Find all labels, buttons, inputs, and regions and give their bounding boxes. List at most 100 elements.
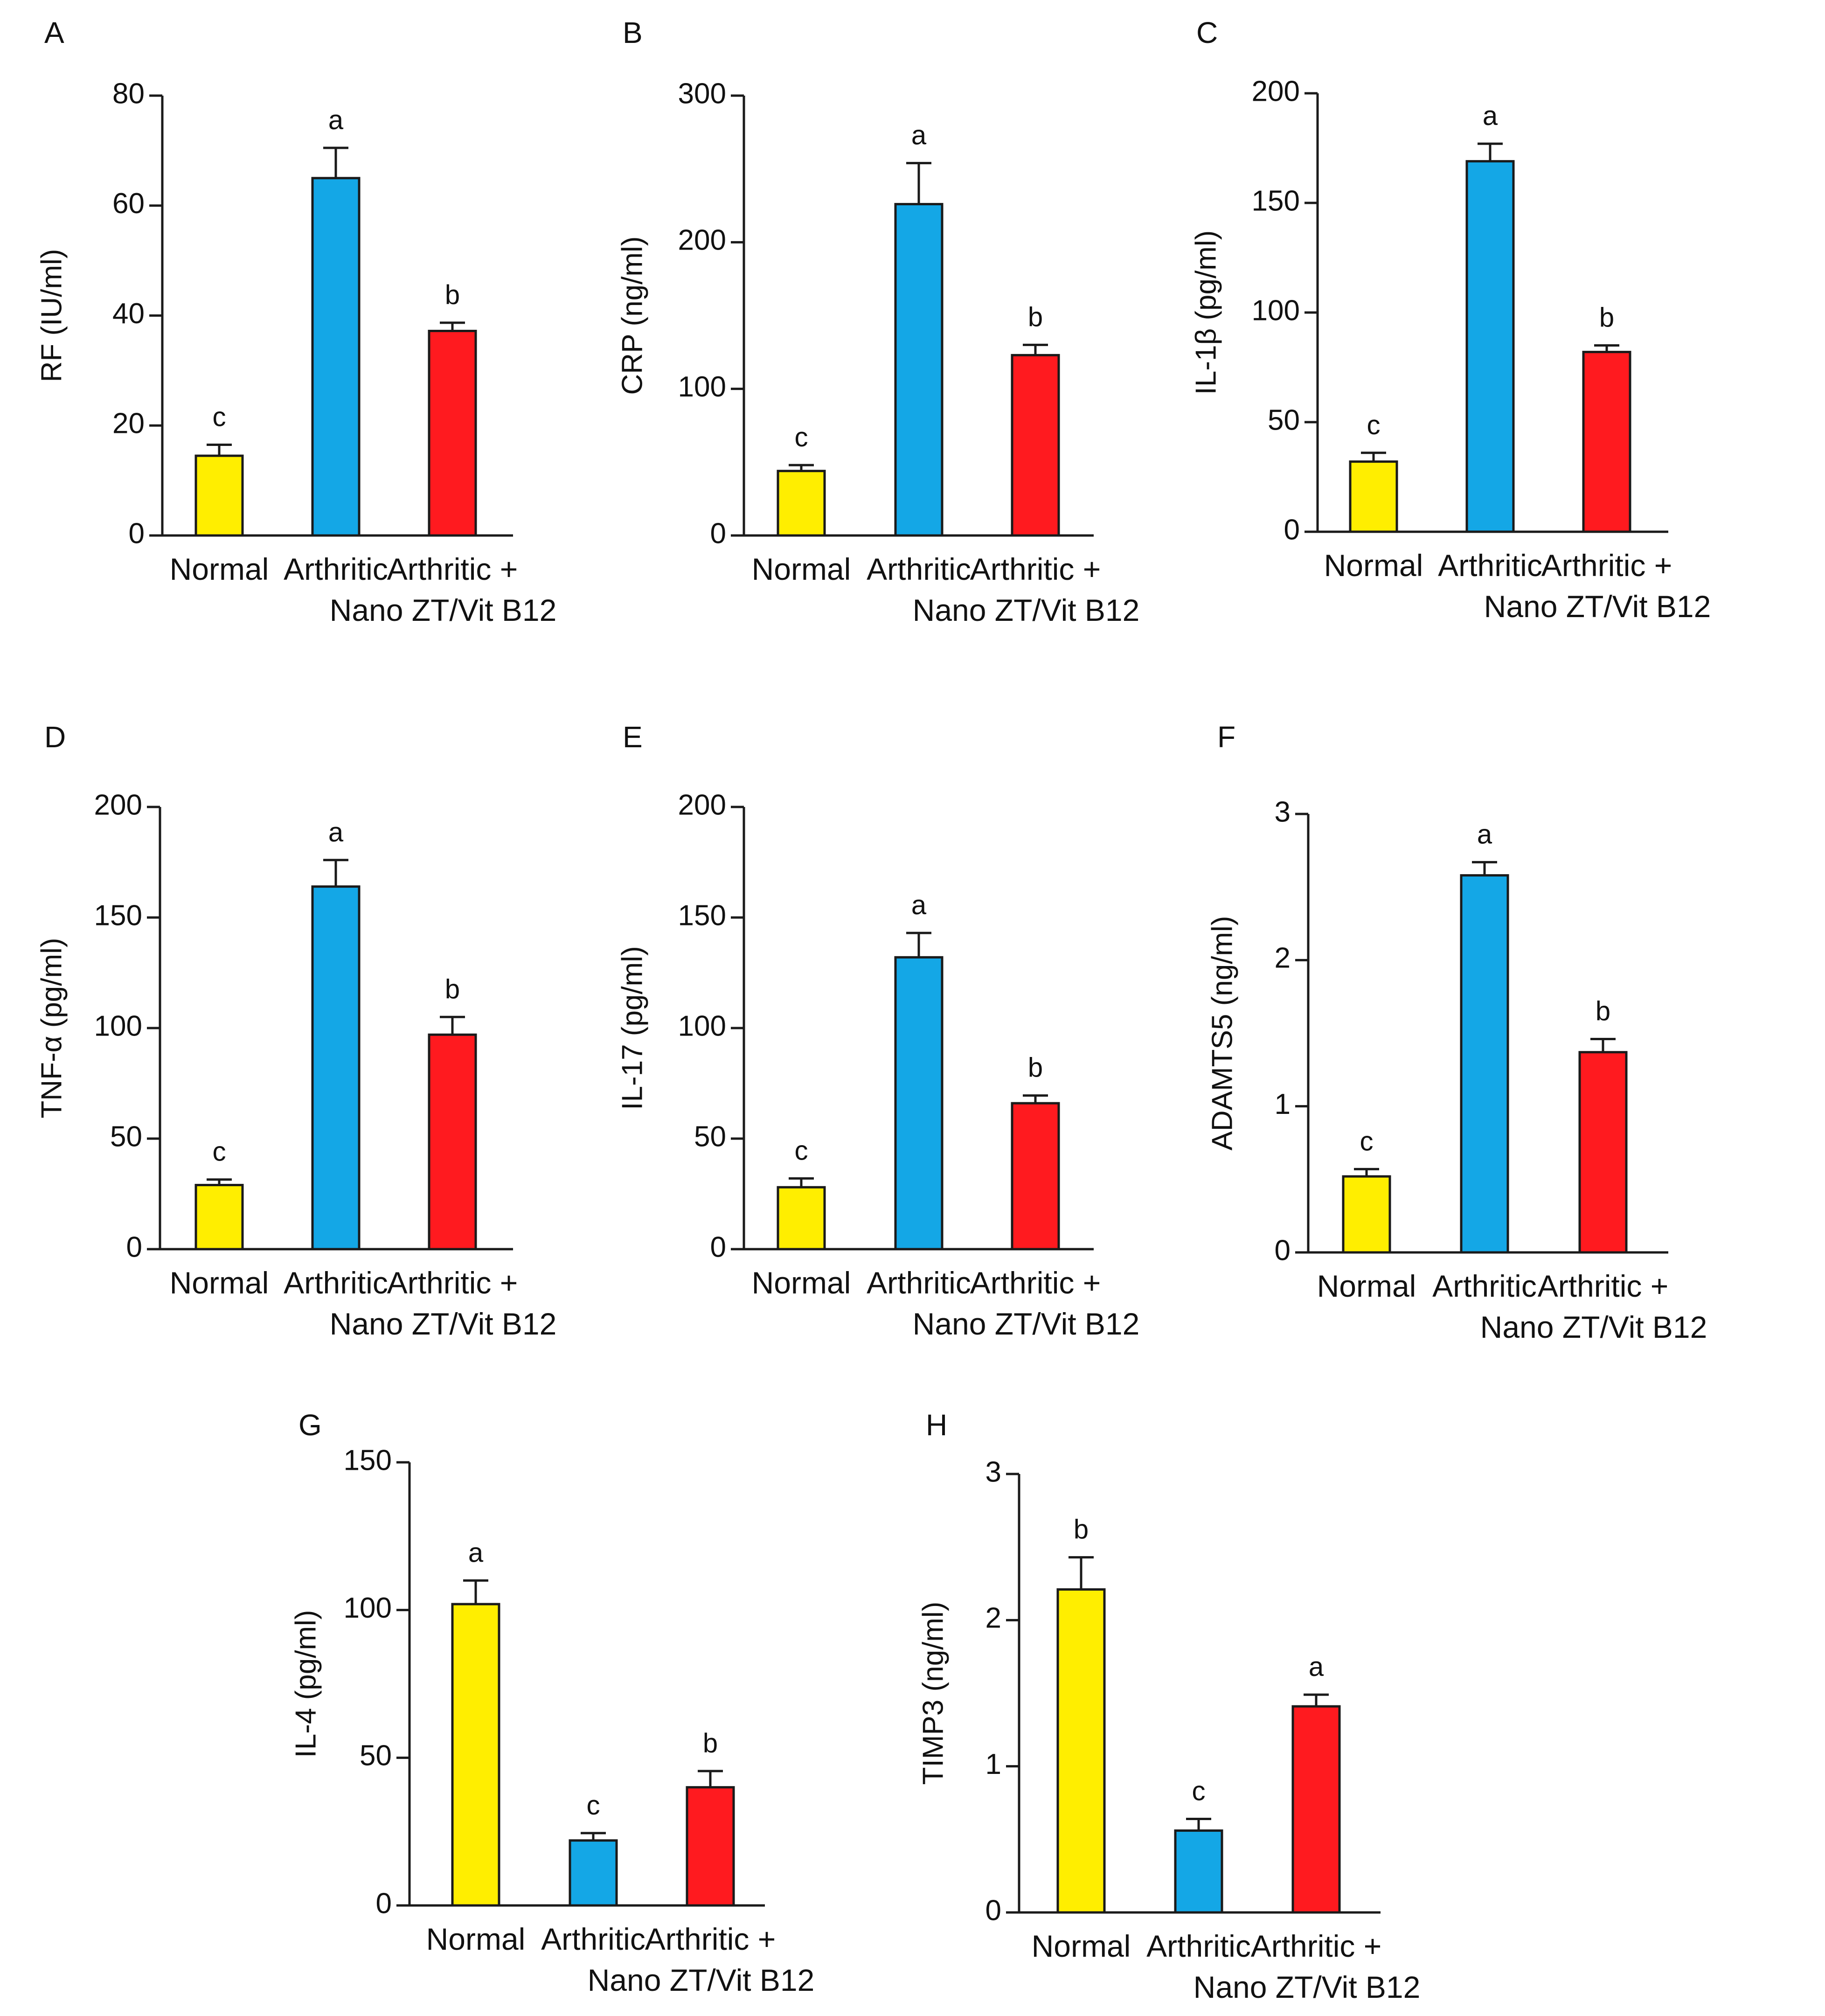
panel-letter: F	[1217, 720, 1235, 754]
significance-label: c	[1360, 1126, 1374, 1156]
y-axis-label: ADAMTS5 (ng/ml)	[1206, 916, 1238, 1151]
bar-arthritic	[894, 203, 944, 537]
significance-label: a	[1309, 1652, 1324, 1682]
bar-normal	[451, 1603, 500, 1907]
y-tick-label: 100	[94, 1010, 142, 1042]
x-category-label: Arthritic	[1432, 1269, 1537, 1303]
y-tick-label: 0	[985, 1894, 1001, 1926]
x-category-label: Nano ZT/Vit B12	[330, 593, 557, 627]
y-tick-label: 20	[112, 408, 145, 440]
y-tick-label: 200	[678, 789, 726, 821]
panel-d: D TNF-α (pg/ml) 0 50 100 150 200 c a b Normal Arthr…	[35, 720, 556, 1341]
bar-treated	[1291, 1705, 1341, 1914]
panel-letter: C	[1196, 16, 1218, 49]
y-tick-label: 0	[710, 1231, 726, 1263]
significance-label: c	[213, 1137, 226, 1167]
y-axis-label: IL-17 (pg/ml)	[616, 946, 648, 1110]
x-category-label: Normal	[426, 1922, 526, 1956]
bar-arthritic	[1460, 874, 1509, 1254]
panel-letter: A	[44, 16, 64, 49]
y-axis-label: CRP (ng/ml)	[616, 236, 648, 395]
y-tick-label: 100	[344, 1592, 392, 1624]
x-category-label: Arthritic +	[387, 552, 518, 586]
significance-label: c	[213, 402, 226, 432]
x-category-label: Normal	[170, 552, 269, 586]
x-category-label: Arthritic	[1438, 548, 1542, 583]
significance-label: b	[703, 1728, 718, 1759]
x-category-label: Nano ZT/Vit B12	[1484, 589, 1711, 624]
x-category-label: Arthritic +	[970, 1265, 1101, 1300]
bar-treated	[1011, 1102, 1060, 1251]
x-category-label: Arthritic +	[1251, 1929, 1382, 1963]
significance-label: b	[445, 974, 460, 1004]
bar-normal	[777, 1186, 826, 1251]
y-tick-label: 80	[112, 77, 145, 110]
x-category-label: Arthritic +	[387, 1265, 518, 1300]
y-tick-label: 100	[678, 371, 726, 403]
bar-arthritic	[1465, 160, 1515, 533]
panel-e: E IL-17 (pg/ml) 0 50 100 150 200 c a b Normal Arthr…	[616, 720, 1139, 1341]
x-category-label: Arthritic	[1146, 1929, 1251, 1963]
y-tick-label: 2	[985, 1602, 1001, 1634]
significance-label: a	[1477, 819, 1492, 849]
x-category-label: Nano ZT/Vit B12	[913, 593, 1140, 627]
panel-letter: G	[298, 1408, 322, 1442]
y-tick-label: 50	[110, 1120, 142, 1153]
panel-letter: D	[44, 720, 66, 754]
significance-label: c	[795, 1135, 808, 1166]
panel-f: F ADAMTS5 (ng/ml) 0 1 2 3 c a b Normal Arthritic Ar…	[1206, 720, 1707, 1344]
y-tick-label: 0	[376, 1887, 392, 1919]
y-tick-label: 200	[94, 789, 142, 821]
x-category-label: Arthritic +	[645, 1922, 776, 1956]
y-tick-label: 0	[129, 517, 145, 549]
significance-label: c	[1367, 410, 1381, 440]
x-category-label: Normal	[1317, 1269, 1416, 1303]
y-tick-label: 0	[1284, 514, 1300, 546]
bar-normal	[777, 470, 826, 537]
y-tick-label: 100	[678, 1010, 726, 1042]
y-tick-label: 150	[1252, 185, 1300, 217]
bar-normal	[1056, 1588, 1106, 1914]
x-category-label: Arthritic +	[970, 552, 1101, 586]
significance-label: a	[468, 1537, 484, 1568]
bar-treated	[1578, 1051, 1628, 1254]
y-tick-label: 0	[710, 517, 726, 549]
y-tick-label: 50	[1268, 404, 1300, 436]
y-tick-label: 1	[985, 1748, 1001, 1780]
significance-label: c	[795, 422, 808, 452]
panel-letter: E	[623, 720, 643, 754]
bar-treated	[428, 1033, 477, 1251]
significance-label: a	[328, 817, 344, 848]
panel-letter: B	[623, 16, 643, 49]
bar-normal	[194, 1184, 244, 1251]
x-category-label: Arthritic	[284, 552, 388, 586]
y-axis-label: IL-4 (pg/ml)	[290, 1610, 322, 1758]
x-category-label: Nano ZT/Vit B12	[330, 1307, 557, 1341]
significance-label: c	[1192, 1776, 1206, 1806]
y-tick-label: 3	[985, 1456, 1001, 1488]
significance-label: c	[587, 1790, 600, 1821]
x-category-label: Normal	[752, 1265, 851, 1300]
panel-b: B CRP (ng/ml) 0 100 200 300 c a b Normal Arthritic…	[616, 16, 1139, 627]
y-tick-label: 50	[694, 1120, 726, 1153]
bar-arthritic	[311, 177, 361, 537]
y-tick-label: 150	[344, 1444, 392, 1476]
y-tick-label: 3	[1275, 796, 1291, 828]
x-category-label: Nano ZT/Vit B12	[1480, 1310, 1707, 1344]
x-category-label: Normal	[1032, 1929, 1131, 1963]
y-tick-label: 60	[112, 188, 145, 220]
x-category-label: Arthritic	[284, 1265, 388, 1300]
bar-treated	[686, 1786, 735, 1907]
bar-arthritic	[311, 885, 361, 1251]
y-axis-label: IL-1β (pg/ml)	[1190, 230, 1222, 395]
bar-normal	[1349, 460, 1398, 533]
y-tick-label: 0	[126, 1231, 142, 1263]
bar-treated	[1011, 354, 1060, 537]
bar-treated	[1582, 351, 1631, 533]
significance-label: b	[1596, 996, 1610, 1027]
x-category-label: Nano ZT/Vit B12	[1194, 1970, 1421, 2004]
y-tick-label: 0	[1275, 1234, 1291, 1266]
panel-c: C IL-1β (pg/ml) 0 50 100 150 200 c a b Normal Arthr…	[1190, 16, 1711, 624]
panel-a: A RF (IU/ml) 0 20 40 60 80 c a b Normal ArthriticAr…	[35, 16, 556, 627]
